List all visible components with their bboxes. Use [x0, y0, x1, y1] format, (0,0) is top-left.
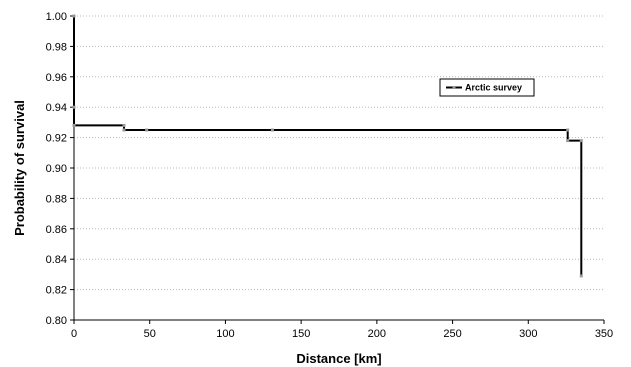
- y-tick-label: 0.80: [46, 315, 67, 327]
- y-tick-label: 0.90: [46, 163, 67, 175]
- data-point-marker: [579, 274, 583, 278]
- tick-labels: 0.80 0.82 0.84 0.86 0.88 0.90 0.92 0.94 0.96 0.98…: [46, 11, 614, 340]
- y-tick-label: 0.88: [46, 193, 67, 205]
- x-tick-label: 250: [443, 328, 461, 340]
- data-point-marker: [270, 128, 274, 132]
- y-tick-label: 0.82: [46, 285, 67, 297]
- x-tick-label: 350: [595, 328, 613, 340]
- data-point-marker: [122, 128, 126, 132]
- grid-lines: [74, 15, 604, 291]
- y-tick-label: 1.00: [46, 11, 67, 23]
- x-tick-label: 0: [71, 328, 77, 340]
- series-layer: [72, 14, 583, 278]
- y-tick-label: 0.96: [46, 72, 67, 84]
- x-tick-label: 200: [368, 328, 386, 340]
- y-tick-label: 0.86: [46, 224, 67, 236]
- data-point-marker: [566, 139, 570, 143]
- series-line-arctic-survey: [73, 16, 583, 276]
- data-point-marker: [566, 128, 570, 132]
- data-point-marker: [72, 105, 76, 109]
- legend-label: Arctic survey: [465, 83, 522, 93]
- y-tick-label: 0.84: [46, 254, 67, 266]
- x-axis-title: Distance [km]: [296, 351, 381, 366]
- legend: Arctic survey: [439, 78, 535, 97]
- axes: [70, 15, 605, 324]
- data-point-marker: [72, 123, 76, 127]
- x-tick-label: 300: [519, 328, 537, 340]
- data-point-marker: [72, 14, 76, 18]
- legend-box: [439, 78, 535, 97]
- x-tick-label: 100: [216, 328, 234, 340]
- y-tick-label: 0.92: [46, 133, 67, 145]
- y-tick-label: 0.98: [46, 41, 67, 53]
- data-point-marker: [122, 123, 126, 127]
- x-tick-label: 150: [292, 328, 310, 340]
- x-tick-label: 50: [144, 328, 156, 340]
- y-axis-title: Probability of survival: [12, 100, 27, 236]
- data-point-marker: [579, 139, 583, 143]
- legend-marker: [452, 86, 456, 89]
- data-point-marker: [145, 128, 149, 132]
- y-tick-label: 0.94: [46, 102, 67, 114]
